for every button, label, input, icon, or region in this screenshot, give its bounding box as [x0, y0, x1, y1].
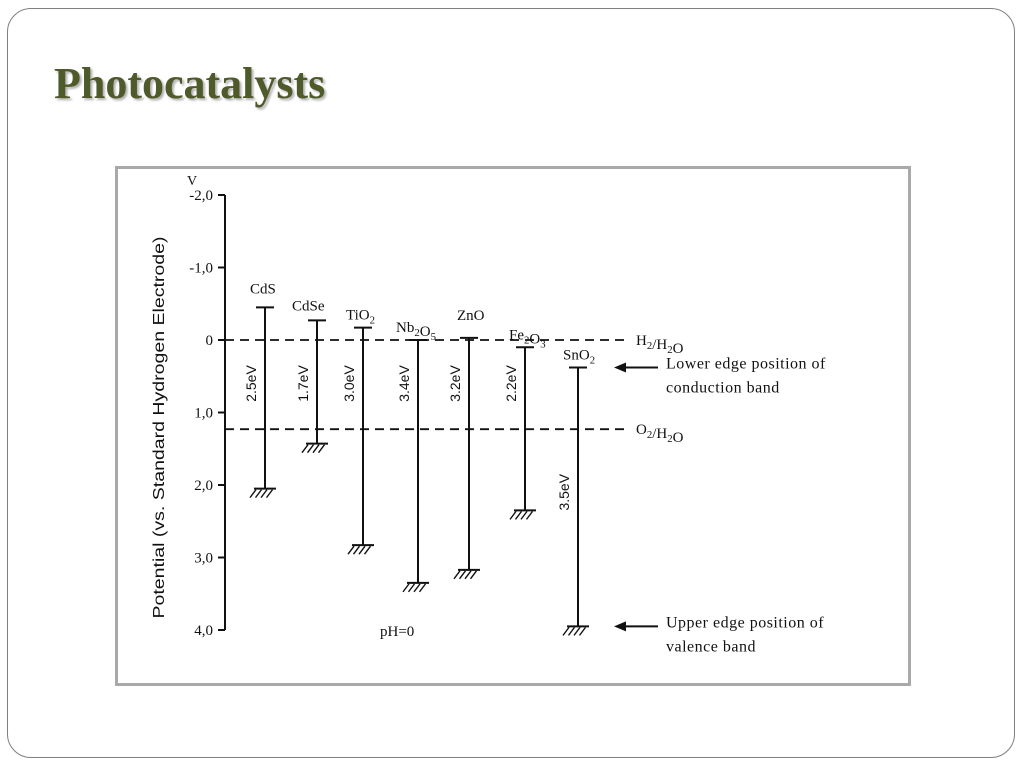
material-label-5: Fe2O3	[509, 327, 546, 350]
hatch-5-0	[509, 510, 517, 520]
y-tick-label-0: -2,0	[189, 188, 213, 204]
hatch-5-1	[514, 510, 523, 520]
hatch-1-0	[301, 444, 309, 454]
hatch-2-1	[352, 545, 361, 555]
slide-title: Photocatalysts	[54, 59, 326, 108]
hatch-4-1	[458, 570, 467, 580]
band-zno	[453, 336, 480, 580]
hatch-3-1	[407, 583, 416, 593]
hatch-5-2	[520, 510, 528, 520]
conduction-annotation-line1: Lower edge position of	[666, 356, 826, 373]
gap-label-6: 3.5eV	[556, 473, 572, 510]
hatch-0-3	[265, 489, 274, 499]
hatch-0-2	[260, 489, 268, 499]
band-diagram: V-2,0 -1,0 0 1,0 2,0 3,0 4,0 Potential (vs. Sta…	[151, 174, 826, 655]
material-label-0: CdS	[250, 281, 276, 297]
gap-label-4: 3.2eV	[447, 365, 463, 402]
hatch-2-3	[363, 545, 372, 555]
hatch-2-0	[347, 545, 355, 555]
hatch-6-1	[567, 626, 576, 636]
band-fe2o3	[509, 346, 536, 520]
y-tick-label-6: 4,0	[194, 623, 213, 639]
y-axis-unit: V	[187, 174, 197, 189]
hatch-2-2	[358, 545, 366, 555]
material-label-6: SnO2	[563, 348, 595, 367]
material-label-3: Nb2O5	[396, 320, 436, 343]
hatch-1-1	[306, 444, 315, 454]
band-tio2	[347, 326, 374, 555]
hatch-6-3	[578, 626, 587, 636]
gap-label-3: 3.4eV	[396, 365, 412, 402]
hatch-4-2	[464, 570, 472, 580]
material-label-4: ZnO	[457, 308, 485, 324]
valence-arrow-head	[614, 621, 626, 632]
y-tick-label-3: 1,0	[194, 406, 213, 422]
band-cds	[249, 306, 276, 499]
band-cdse	[301, 319, 328, 454]
hatch-6-0	[562, 626, 570, 636]
hatch-4-3	[469, 570, 478, 580]
hatch-1-2	[312, 444, 320, 454]
material-label-1: CdSe	[292, 298, 325, 314]
hatch-4-0	[453, 570, 461, 580]
band-diagram-figure: V -2,0 -1,0 0 1,0 2,0 3,0 4,0 Potential (vs. Sta…	[115, 166, 911, 686]
hatch-3-0	[402, 583, 410, 593]
y-tick-label-2: 0	[206, 333, 214, 349]
band-nb2o5	[402, 339, 429, 593]
hatch-1-3	[317, 444, 326, 454]
hatch-5-3	[525, 510, 534, 520]
y-tick-label-5: 3,0	[194, 551, 213, 567]
gap-label-1: 1.7eV	[295, 365, 311, 402]
valence-annotation-line1: Upper edge position of	[666, 614, 824, 631]
reference-label-1: O2/H2O	[636, 422, 684, 446]
condition-label: pH=0	[380, 624, 414, 640]
gap-label-2: 3.0eV	[341, 365, 357, 402]
hatch-3-3	[418, 583, 427, 593]
reference-label-0: H2/H2O	[636, 333, 684, 357]
y-tick-label-4: 2,0	[194, 478, 213, 494]
gap-label-5: 2.2eV	[503, 365, 519, 402]
hatch-0-0	[249, 489, 257, 499]
y-tick-label-1: -1,0	[189, 261, 213, 277]
conduction-annotation-line2: conduction band	[666, 380, 780, 397]
conduction-arrow-head	[614, 362, 626, 373]
gap-label-0: 2.5eV	[243, 365, 259, 402]
valence-annotation-line2: valence band	[666, 638, 756, 655]
y-axis-label: Potential (vs. Standard Hydrogen Electro…	[151, 237, 168, 619]
hatch-3-2	[413, 583, 421, 593]
band-sno2	[562, 366, 589, 636]
hatch-6-2	[573, 626, 581, 636]
hatch-0-1	[254, 489, 263, 499]
material-label-2: TiO2	[346, 308, 375, 327]
